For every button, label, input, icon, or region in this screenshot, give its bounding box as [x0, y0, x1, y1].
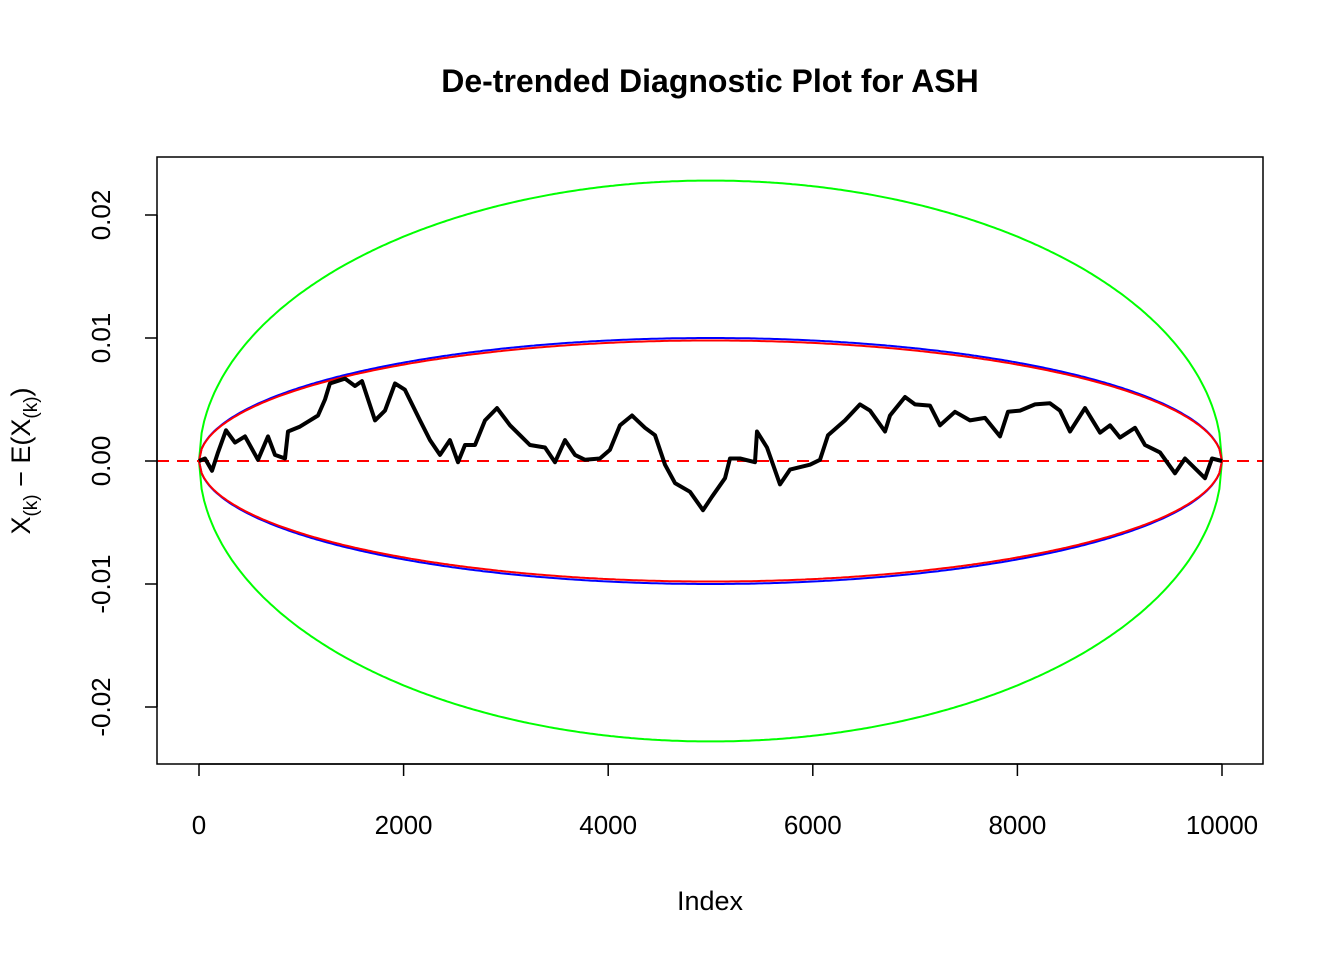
envelope-lower-0: [198, 460, 1223, 743]
y-axis: -0.02 -0.01 0.00 0.01 0.02: [86, 190, 158, 737]
envelope-upper-0: [198, 179, 1223, 462]
x-tick-label: 6000: [784, 810, 842, 840]
x-tick-label: 4000: [579, 810, 637, 840]
x-axis-label: Index: [677, 886, 744, 916]
series-line-0: [198, 376, 1223, 513]
x-tick-label: 0: [192, 810, 206, 840]
envelope-upper-1: [198, 337, 1223, 462]
x-tick-label: 10000: [1186, 810, 1258, 840]
ylabel-mid: − E(X: [6, 419, 36, 495]
envelope-upper-2: [198, 339, 1223, 462]
plot-area: [157, 179, 1263, 743]
y-tick-label: 0.02: [86, 190, 116, 241]
envelope-lower-2: [198, 460, 1223, 583]
x-tick-label: 8000: [988, 810, 1046, 840]
x-tick-label: 2000: [375, 810, 433, 840]
x-axis: 0 2000 4000 6000 8000 10000: [192, 763, 1258, 840]
ylabel-sub1: (k): [21, 494, 42, 516]
envelope-lower-1: [198, 460, 1223, 585]
y-tick-label: 0.01: [86, 313, 116, 364]
ylabel-sub2: (k): [21, 396, 42, 418]
y-axis-label: X(k) − E(X(k)): [6, 387, 42, 534]
ylabel-base: X: [6, 517, 36, 535]
y-tick-label: 0.00: [86, 436, 116, 487]
ylabel-end: ): [6, 387, 36, 396]
chart-title: De-trended Diagnostic Plot for ASH: [441, 63, 979, 99]
y-tick-label: -0.01: [86, 554, 116, 613]
y-tick-label: -0.02: [86, 677, 116, 736]
